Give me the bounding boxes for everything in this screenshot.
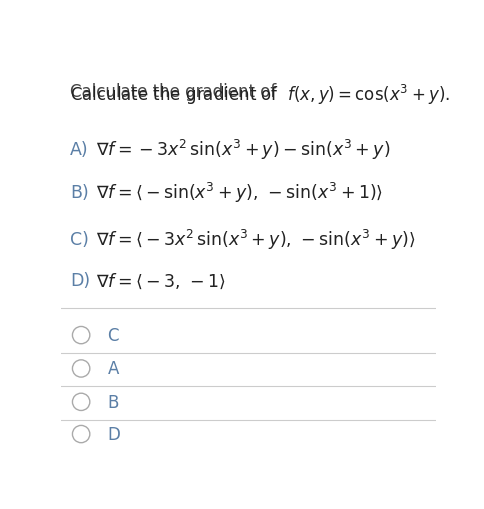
Text: B): B) (70, 183, 89, 202)
Text: C: C (107, 326, 119, 345)
Text: $\nabla f = \langle -3,\,-1\rangle$: $\nabla f = \langle -3,\,-1\rangle$ (96, 271, 226, 290)
Text: D: D (107, 425, 120, 443)
Text: B: B (107, 393, 119, 411)
Text: A): A) (70, 140, 89, 158)
Text: A: A (107, 360, 119, 378)
Text: $\nabla f = \langle -3x^{2}\,\sin(x^{3}+y),\,-\sin(x^{3}+y)\rangle$: $\nabla f = \langle -3x^{2}\,\sin(x^{3}+… (96, 228, 416, 251)
Text: D): D) (70, 272, 90, 290)
Text: Calculate the gradient of: Calculate the gradient of (70, 82, 287, 101)
Text: Calculate the gradient of  $f(x, y) = \cos(x^{3} + y).$: Calculate the gradient of $f(x, y) = \co… (70, 82, 450, 107)
Text: C): C) (70, 231, 89, 248)
Text: $\nabla f = -3x^{2}\,\sin(x^{3}+y) - \sin(x^{3}+y)$: $\nabla f = -3x^{2}\,\sin(x^{3}+y) - \si… (96, 137, 391, 161)
Text: $\nabla f = \langle -\sin(x^{3}+y),\,-\sin(x^{3}+1)\rangle$: $\nabla f = \langle -\sin(x^{3}+y),\,-\s… (96, 180, 383, 205)
